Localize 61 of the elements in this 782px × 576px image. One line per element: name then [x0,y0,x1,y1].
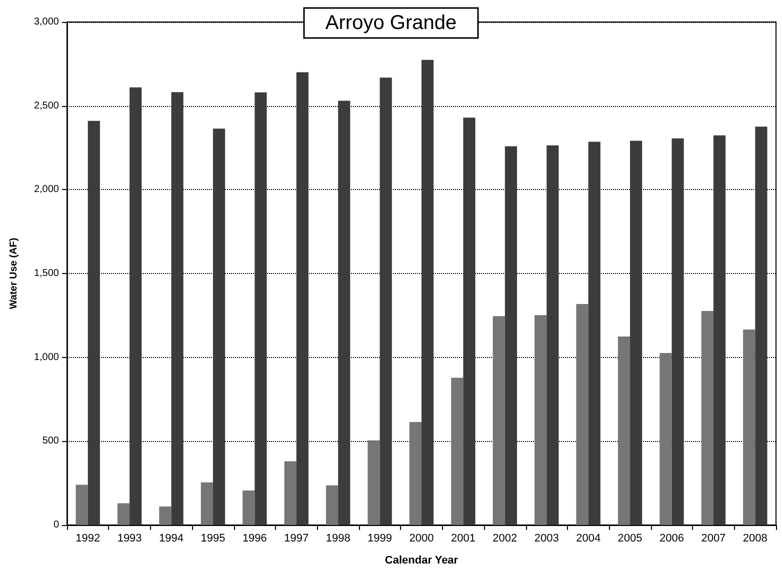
bar [212,128,226,525]
bar [159,506,172,525]
y-tick-label: 1,000 [34,352,60,363]
x-tick-label: 1999 [368,532,392,544]
bar [254,92,267,525]
bar [117,503,130,525]
bar [755,126,768,525]
x-tick-label: 2006 [659,532,684,544]
bar [88,120,100,525]
x-tick-label: 1993 [117,532,142,544]
y-tick-label: 3,000 [34,16,60,28]
x-tick-label: 1992 [76,532,100,544]
y-tick-label: 500 [42,436,60,447]
x-tick-label: 1997 [284,532,309,544]
y-axis-title: Water Use (AF) [8,238,20,310]
bar [660,352,672,525]
bar [130,87,142,525]
bar [588,142,600,525]
bar [463,118,476,525]
bar [338,100,350,525]
x-tick-label: 2001 [450,532,476,544]
y-tick-label: 2,500 [34,100,60,112]
y-tick-label: 0 [53,520,60,530]
bar [618,336,630,525]
bar [242,490,255,525]
y-tick-label: 1,500 [34,268,60,279]
bar [296,72,308,525]
bar [76,484,88,525]
bar [504,146,518,525]
bar [576,304,588,525]
x-tick-label: 2002 [492,532,518,544]
bar [492,316,505,525]
bar [409,422,422,525]
x-tick-label: 2007 [701,532,726,544]
bar [534,315,547,525]
bar [200,482,213,525]
bar [713,135,726,525]
x-tick-label: 1996 [242,532,267,544]
bar [422,60,434,525]
x-axis-title: Calendar Year [384,554,459,566]
x-tick-label: 2004 [576,532,601,544]
x-tick-label: 2000 [409,532,434,544]
bar [630,140,642,525]
bar [380,78,392,525]
bar [546,145,559,525]
y-tick-label: 2,000 [34,184,60,196]
x-tick-label: 1998 [326,532,350,544]
x-tick-label: 2005 [618,532,642,544]
x-tick-label: 1994 [159,532,184,544]
bar [743,330,756,525]
bar [284,461,296,525]
x-tick-label: 1995 [200,532,226,544]
bar [326,485,338,525]
x-tick-label: 2003 [534,532,559,544]
bar [171,92,184,525]
bar [701,311,714,525]
bar [451,378,464,525]
bar [672,138,684,525]
x-tick-label: 2008 [742,532,768,544]
chart-title: Arroyo Grande [325,12,457,34]
bar [368,440,380,525]
